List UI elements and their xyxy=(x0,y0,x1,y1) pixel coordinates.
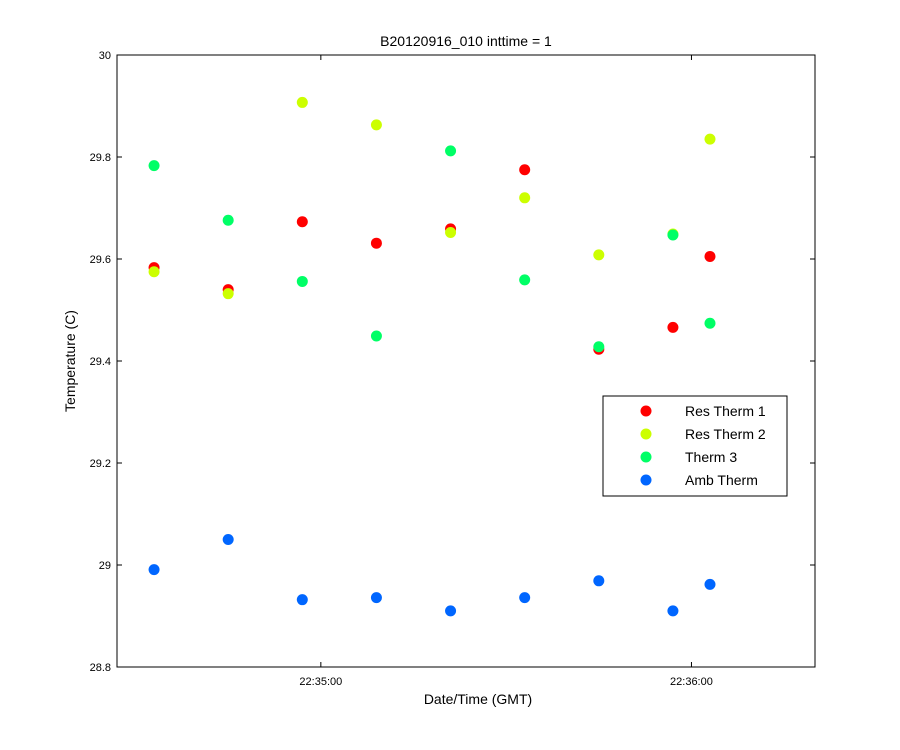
data-point xyxy=(222,288,234,300)
data-point xyxy=(519,164,531,176)
data-point xyxy=(593,341,605,353)
y-tick-label: 29.8 xyxy=(90,152,111,164)
data-point xyxy=(370,237,382,249)
legend-marker xyxy=(640,428,652,440)
legend-label: Amb Therm xyxy=(685,472,758,488)
data-point xyxy=(296,275,308,287)
legend-box xyxy=(602,395,788,497)
data-point xyxy=(296,96,308,108)
legend: Res Therm 1 Res Therm 2 Therm 3 Amb Therm xyxy=(602,395,788,497)
x-axis: 22:35:00 22:36:00 xyxy=(299,55,713,688)
data-point xyxy=(593,575,605,587)
data-point xyxy=(519,192,531,204)
data-point xyxy=(296,216,308,228)
data-point xyxy=(296,594,308,606)
legend-marker xyxy=(640,474,652,486)
data-point xyxy=(593,249,605,261)
data-point xyxy=(370,119,382,131)
data-point xyxy=(148,564,160,576)
y-axis-title: Temperature (C) xyxy=(62,310,78,412)
x-tick-label: 22:35:00 xyxy=(299,676,342,688)
y-tick-label: 29.4 xyxy=(90,356,111,368)
legend-label: Res Therm 2 xyxy=(685,426,766,442)
y-tick-label: 29.2 xyxy=(90,458,111,470)
data-point xyxy=(519,592,531,604)
data-point xyxy=(148,266,160,278)
x-tick-label: 22:36:00 xyxy=(670,676,713,688)
data-point xyxy=(445,145,457,157)
data-point xyxy=(704,250,716,262)
y-tick-label: 30 xyxy=(99,50,111,62)
legend-marker xyxy=(640,451,652,463)
plot-area xyxy=(116,54,816,668)
legend-label: Res Therm 1 xyxy=(685,403,766,419)
data-points xyxy=(148,96,716,617)
data-point xyxy=(704,578,716,590)
y-tick-label: 29 xyxy=(99,560,111,572)
legend-marker xyxy=(640,405,652,417)
y-tick-label: 28.8 xyxy=(90,662,111,674)
data-point xyxy=(667,229,679,241)
chart-title: B20120916_010 inttime = 1 xyxy=(380,33,552,49)
data-point xyxy=(222,534,234,545)
data-point xyxy=(667,321,679,333)
data-point xyxy=(704,133,716,145)
x-axis-title: Date/Time (GMT) xyxy=(424,691,532,707)
data-point xyxy=(445,605,457,617)
data-point xyxy=(370,330,382,342)
data-point xyxy=(667,605,679,617)
data-point xyxy=(222,214,234,226)
data-point xyxy=(519,274,531,286)
y-tick-label: 29.6 xyxy=(90,254,111,266)
data-point xyxy=(370,592,382,604)
data-point xyxy=(704,317,716,329)
data-point xyxy=(148,160,160,172)
data-point xyxy=(445,226,457,238)
legend-label: Therm 3 xyxy=(685,449,737,465)
y-axis: 28.8 29 29.2 29.4 29.6 29.8 30 xyxy=(90,50,815,674)
